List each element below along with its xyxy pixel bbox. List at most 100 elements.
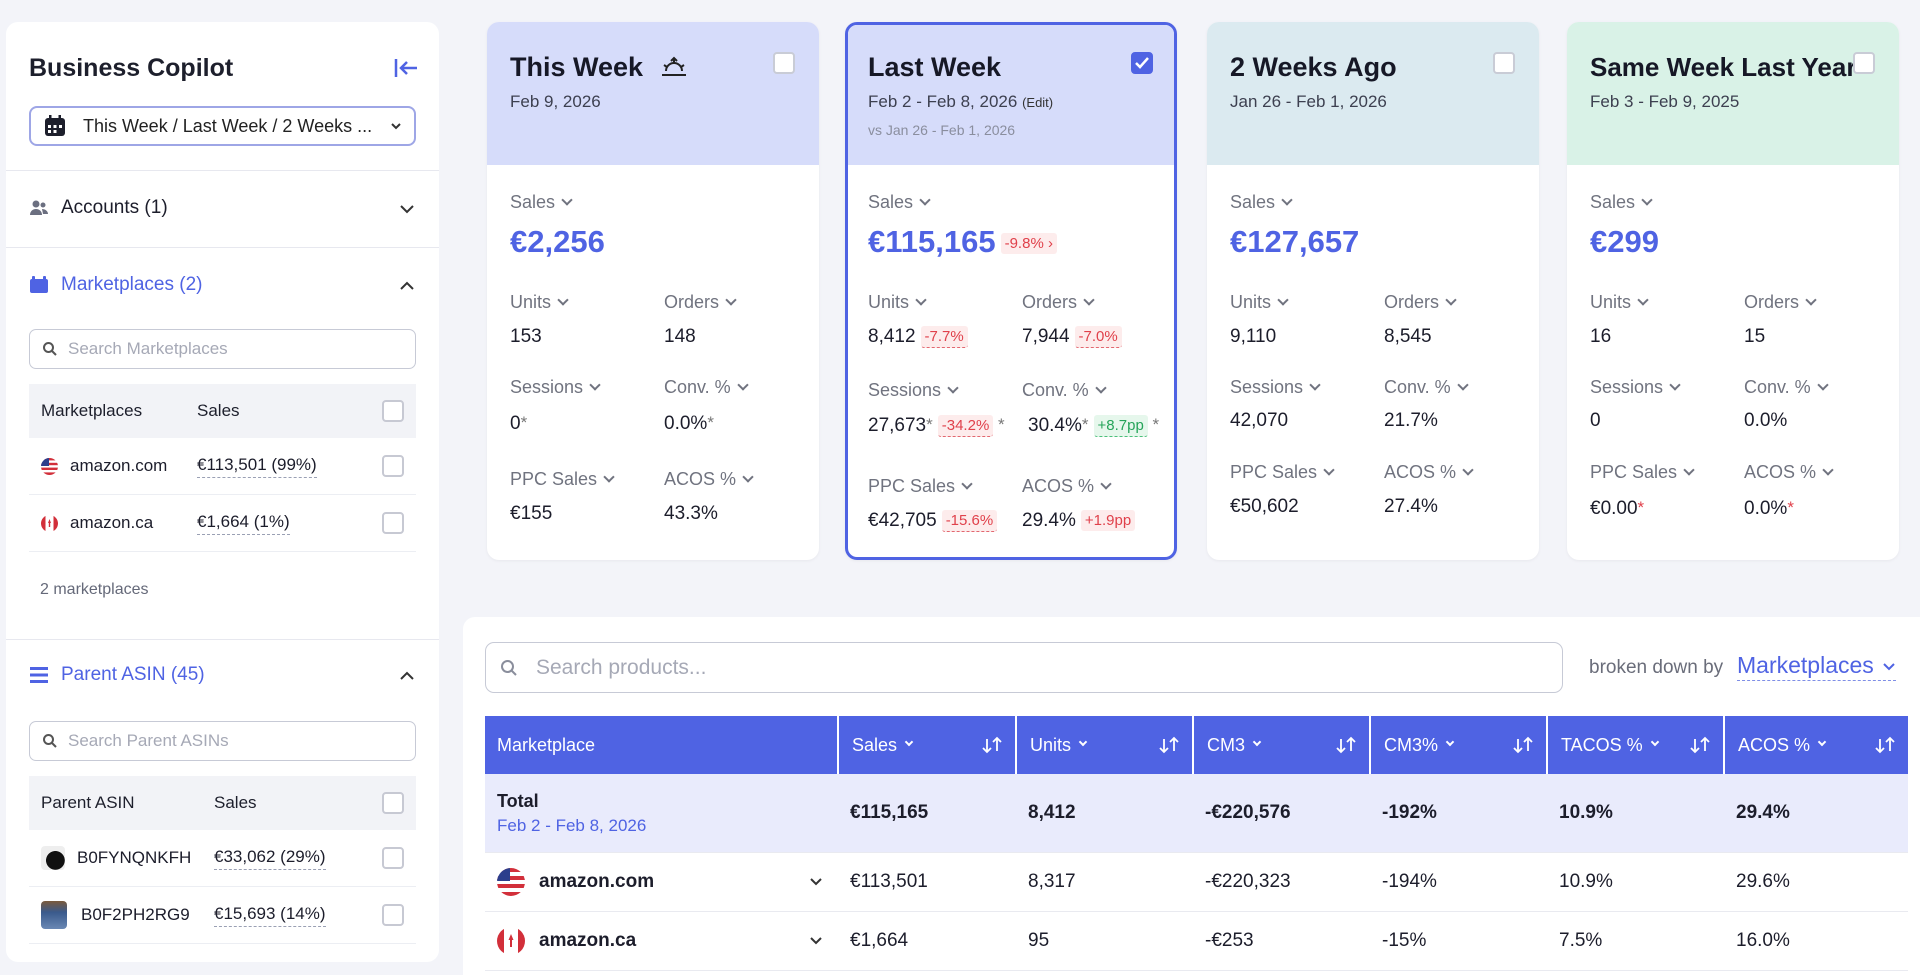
row-checkbox[interactable]	[382, 904, 404, 926]
users-icon	[30, 200, 48, 215]
sort-icon[interactable]	[1874, 736, 1896, 754]
column-header-tacos[interactable]: TACOS %	[1546, 716, 1723, 774]
chevron-down-icon	[904, 737, 914, 747]
units-number: 8,412	[868, 326, 916, 348]
ppc-sales-label[interactable]: PPC Sales	[1230, 462, 1333, 483]
select-all-checkbox[interactable]	[382, 400, 404, 422]
conv-label[interactable]: Conv. %	[664, 377, 747, 398]
orders-label[interactable]: Orders	[1022, 292, 1093, 313]
product-search-input[interactable]: Search products...	[485, 642, 1563, 693]
period-card-2-weeks-ago[interactable]: 2 Weeks Ago Jan 26 - Feb 1, 2026 Sales €…	[1207, 22, 1539, 560]
card-checkbox[interactable]	[1853, 52, 1875, 74]
sales-label[interactable]: Sales	[1230, 192, 1291, 213]
card-header: Same Week Last Year Feb 3 - Feb 9, 2025	[1567, 22, 1899, 165]
sessions-label[interactable]: Sessions	[510, 377, 599, 398]
ppc-sales-label[interactable]: PPC Sales	[868, 476, 971, 497]
column-header-acos[interactable]: ACOS %	[1723, 716, 1908, 774]
sales-label[interactable]: Sales	[510, 192, 571, 213]
column-header: Sales	[197, 401, 240, 420]
column-header-marketplace[interactable]: Marketplace	[485, 716, 837, 774]
sort-icon[interactable]	[1512, 736, 1534, 754]
units-label[interactable]: Units	[1590, 292, 1647, 313]
asterisk-icon: *	[1787, 498, 1794, 517]
orders-delta: -7.0%	[1074, 326, 1122, 348]
chevron-down-icon	[400, 205, 414, 214]
marketplaces-toggle[interactable]: Marketplaces (2)	[29, 270, 419, 300]
card-checkbox[interactable]	[1131, 52, 1153, 74]
us-flag-icon	[41, 458, 58, 476]
accounts-label: Accounts (1)	[61, 197, 168, 218]
parent-asin-toggle[interactable]: Parent ASIN (45)	[29, 660, 419, 690]
total-cm3-percent: -192%	[1382, 802, 1437, 823]
row-checkbox[interactable]	[382, 455, 404, 477]
conv-label[interactable]: Conv. %	[1384, 377, 1467, 398]
parent-asin-search-input[interactable]: Search Parent ASINs	[29, 721, 416, 761]
table-row[interactable]: amazon.ca €1,664 (1%)	[29, 495, 416, 552]
units-label[interactable]: Units	[868, 292, 925, 313]
ppc-sales-label[interactable]: PPC Sales	[510, 469, 613, 490]
sales-delta[interactable]: -9.8% ›	[1000, 233, 1057, 255]
row-checkbox[interactable]	[382, 847, 404, 869]
conv-number: 30.4%	[1028, 415, 1082, 437]
period-card-this-week[interactable]: This Week Feb 9, 2026 Sales €2,256 Units…	[487, 22, 819, 560]
period-card-same-week-last-year[interactable]: Same Week Last Year Feb 3 - Feb 9, 2025 …	[1567, 22, 1899, 560]
sales-cell: €113,501	[850, 871, 928, 892]
table-header: Marketplace Sales Units CM3 CM3% TACOS %…	[485, 716, 1908, 774]
sales-label[interactable]: Sales	[868, 192, 929, 213]
column-header-sales[interactable]: Sales	[837, 716, 1015, 774]
sales-label[interactable]: Sales	[1590, 192, 1651, 213]
orders-label[interactable]: Orders	[1384, 292, 1455, 313]
orders-label[interactable]: Orders	[1744, 292, 1815, 313]
conv-label[interactable]: Conv. %	[1744, 377, 1827, 398]
period-card-last-week[interactable]: Last Week Feb 2 - Feb 8, 2026 (Edit) vs …	[845, 22, 1177, 560]
accounts-toggle[interactable]: Accounts (1)	[29, 193, 419, 223]
column-header-cm3[interactable]: CM3	[1192, 716, 1369, 774]
chevron-down-icon[interactable]	[809, 934, 823, 948]
ppc-sales-label[interactable]: PPC Sales	[1590, 462, 1693, 483]
row-checkbox[interactable]	[382, 512, 404, 534]
ppc-sales-delta: -15.6%	[941, 510, 998, 532]
units-label[interactable]: Units	[1230, 292, 1287, 313]
column-header-cm3-percent[interactable]: CM3%	[1369, 716, 1546, 774]
sort-icon[interactable]	[1689, 736, 1711, 754]
date-range-select[interactable]: This Week / Last Week / 2 Weeks ...	[29, 106, 416, 146]
acos-label[interactable]: ACOS %	[1384, 462, 1472, 483]
list-icon	[30, 667, 48, 683]
sales-cell: €1,664	[850, 930, 909, 951]
sort-icon[interactable]	[1335, 736, 1357, 754]
edit-link[interactable]: (Edit)	[1022, 95, 1054, 110]
acos-label[interactable]: ACOS %	[664, 469, 752, 490]
sort-icon[interactable]	[1158, 736, 1180, 754]
table-row[interactable]: B0F2PH2RG9 €15,693 (14%)	[29, 887, 416, 944]
acos-value: 29.4% +1.9pp	[1022, 510, 1136, 532]
table-row[interactable]: amazon.ca €1,664 95 -€253 -15% 7.5% 16.0…	[485, 912, 1908, 971]
table-row[interactable]: amazon.com €113,501 (99%)	[29, 438, 416, 495]
card-header: Last Week Feb 2 - Feb 8, 2026 (Edit) vs …	[848, 25, 1174, 165]
table-row[interactable]: amazon.com €113,501 8,317 -€220,323 -194…	[485, 853, 1908, 912]
sort-icon[interactable]	[981, 736, 1003, 754]
check-icon	[1135, 57, 1149, 69]
acos-label[interactable]: ACOS %	[1022, 476, 1110, 497]
table-row[interactable]: B0FYNQNKFH €33,062 (29%)	[29, 830, 416, 887]
sales-value: €115,165 -9.8% ›	[868, 224, 1057, 260]
card-checkbox[interactable]	[1493, 52, 1515, 74]
table-header: Marketplaces Sales	[29, 384, 416, 438]
collapse-sidebar-icon[interactable]	[393, 56, 419, 80]
chevron-down-icon[interactable]	[809, 875, 823, 889]
sessions-label[interactable]: Sessions	[1590, 377, 1679, 398]
select-all-checkbox[interactable]	[382, 792, 404, 814]
card-checkbox[interactable]	[773, 52, 795, 74]
marketplace-search-input[interactable]: Search Marketplaces	[29, 329, 416, 369]
app-title: Business Copilot	[29, 54, 234, 82]
parent-asin-section: Parent ASIN (45) Search Parent ASINs Par…	[6, 639, 439, 962]
sessions-label[interactable]: Sessions	[868, 380, 957, 401]
sessions-label[interactable]: Sessions	[1230, 377, 1319, 398]
column-header-units[interactable]: Units	[1015, 716, 1192, 774]
orders-label[interactable]: Orders	[664, 292, 735, 313]
parent-asin-label: Parent ASIN (45)	[61, 664, 205, 685]
breakdown-select[interactable]: Marketplaces	[1737, 652, 1896, 681]
asin-cell: B0F2PH2RG9	[41, 901, 190, 929]
acos-label[interactable]: ACOS %	[1744, 462, 1832, 483]
conv-label[interactable]: Conv. %	[1022, 380, 1105, 401]
units-label[interactable]: Units	[510, 292, 567, 313]
